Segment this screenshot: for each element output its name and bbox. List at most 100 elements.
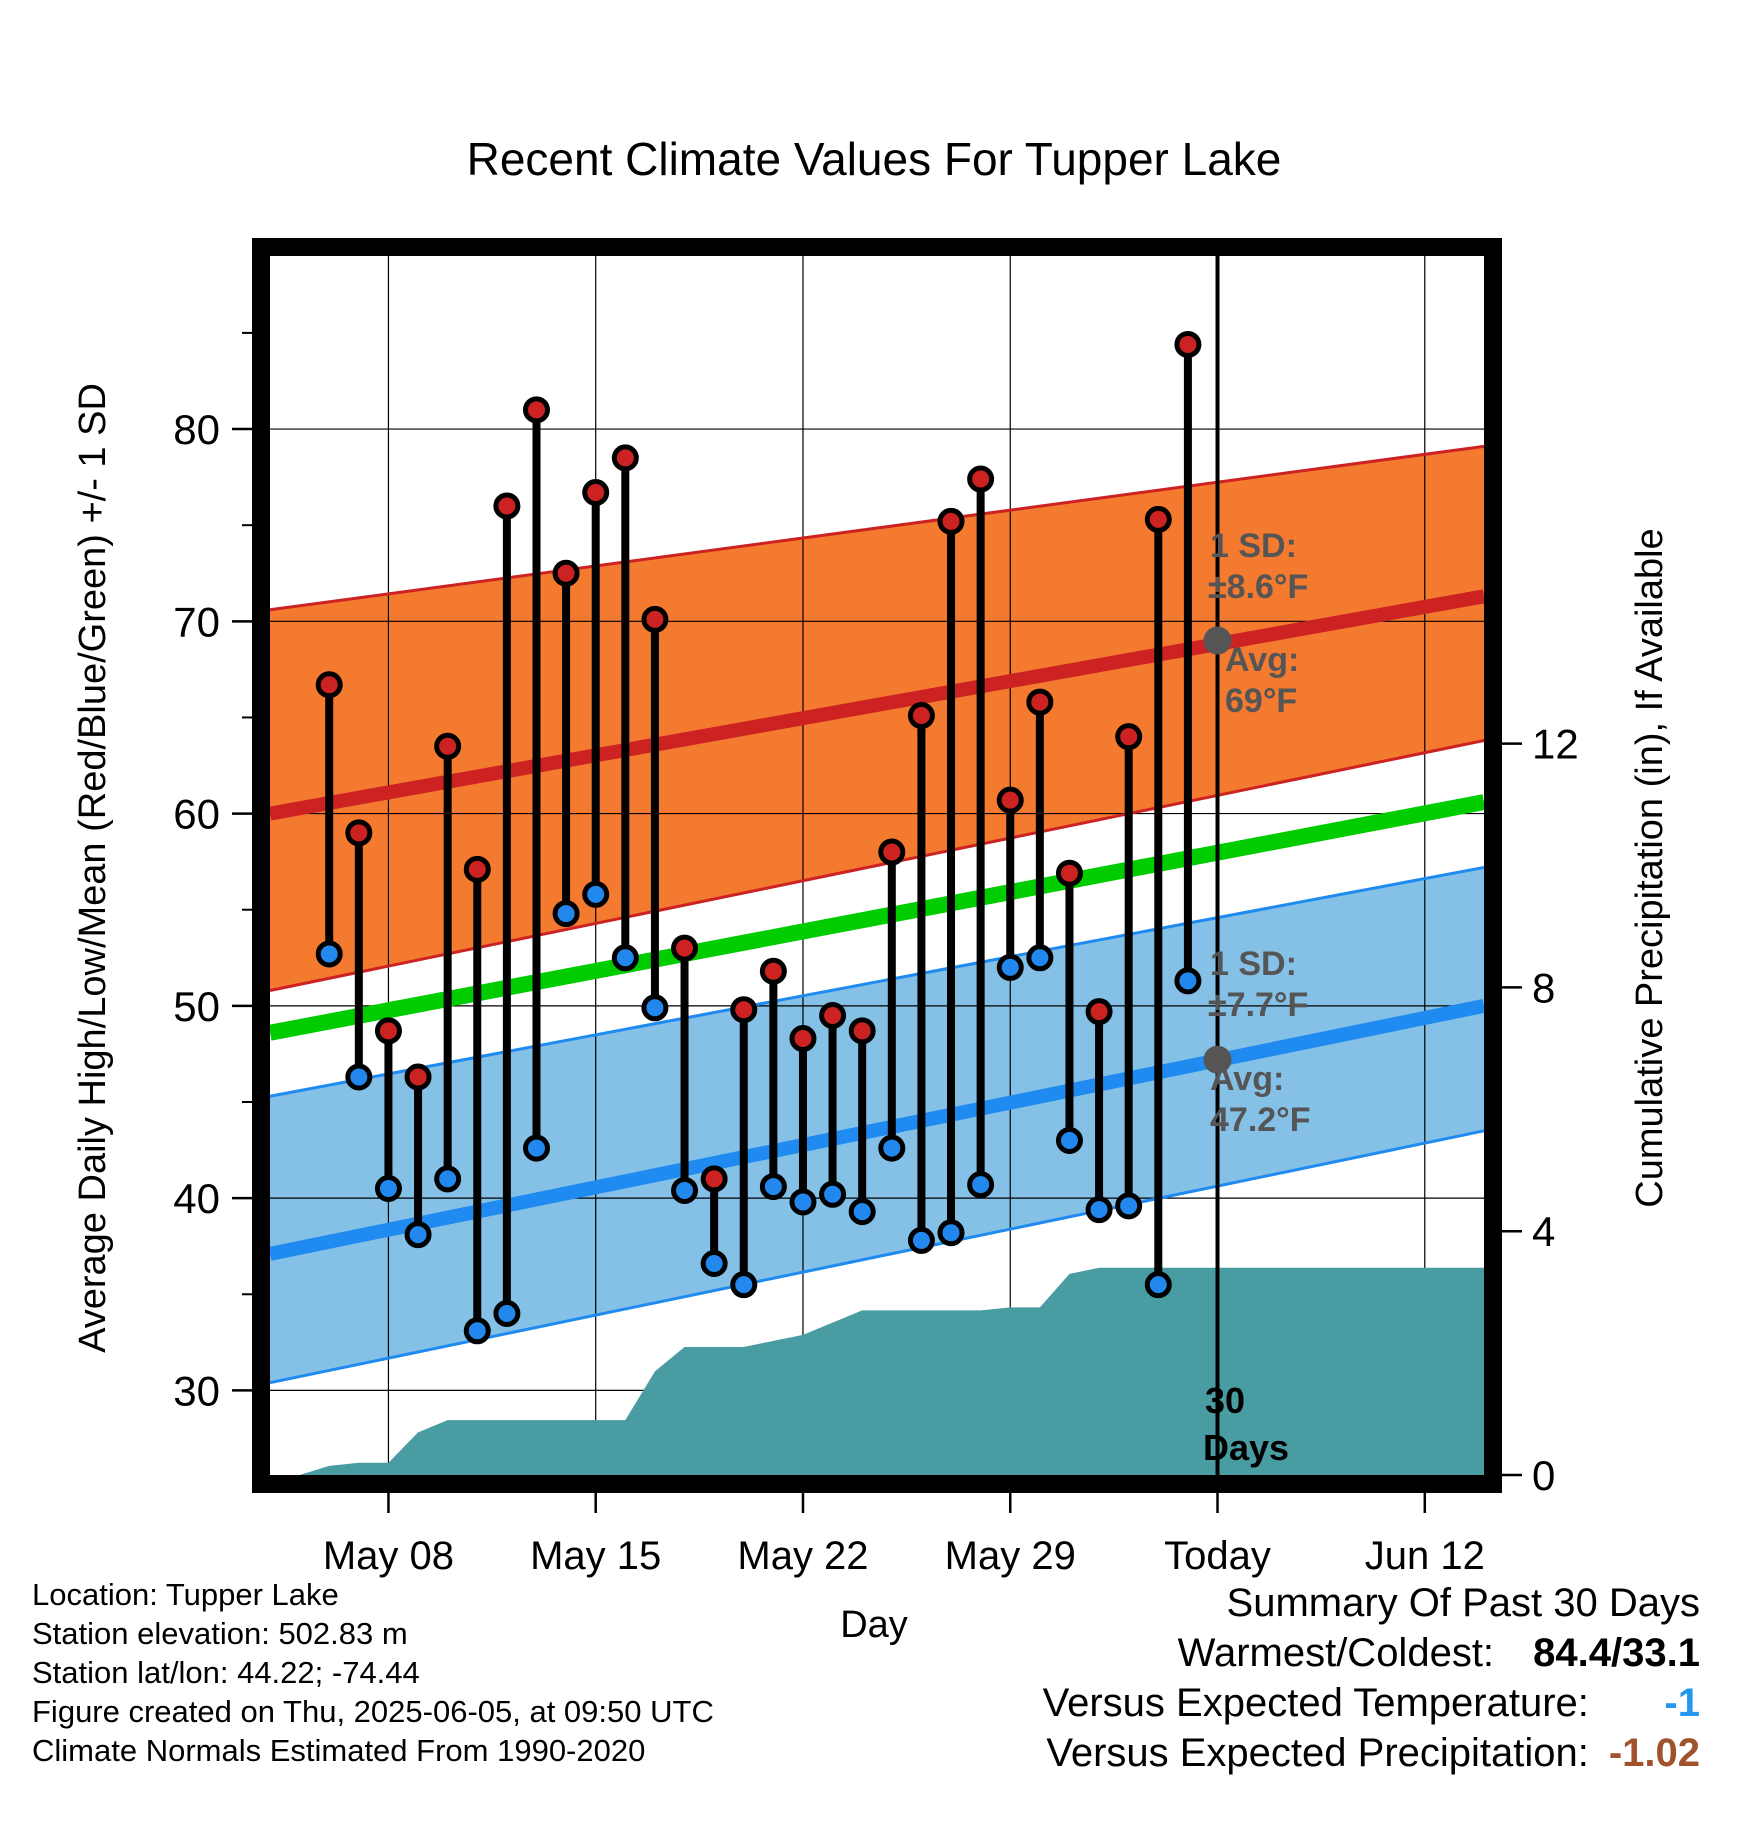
low-point-2 — [374, 1175, 402, 1203]
temp-value: -1 — [1664, 1681, 1700, 1725]
daily-stems — [325, 344, 1192, 1331]
y-tick-label-3: 60 — [173, 791, 220, 838]
y2-tick-label-1: 4 — [1532, 1208, 1555, 1255]
x-tick-label-4: Today — [1164, 1534, 1271, 1578]
low-point-20 — [907, 1226, 935, 1254]
low-point-16 — [789, 1188, 817, 1216]
high-point-24 — [1026, 688, 1054, 716]
axes: 30 40 50 60 70 80 0 4 8 12 May 08 May 15 May 22 May 2… — [173, 331, 1579, 1578]
low-point-5 — [463, 1317, 491, 1345]
low-point-12 — [671, 1176, 699, 1204]
warmest-value: 84.4/33.1 — [1533, 1631, 1700, 1675]
low-point-9 — [582, 880, 610, 908]
low-point-6 — [493, 1299, 521, 1327]
latlon-text: Station lat/lon: 44.22; -74.44 — [32, 1655, 420, 1690]
y-tick-label-5: 80 — [173, 406, 220, 453]
high-point-18 — [848, 1017, 876, 1045]
high-point-13 — [700, 1165, 728, 1193]
x-tick-label-5: Jun 12 — [1365, 1534, 1485, 1578]
high-point-26 — [1085, 998, 1113, 1026]
summary-heading: Summary Of Past 30 Days — [1226, 1581, 1700, 1625]
summary-precip-row: Versus Expected Precipitation: -1.02 — [1043, 1728, 1700, 1778]
elevation-text: Station elevation: 502.83 m — [32, 1616, 408, 1651]
low-point-11 — [641, 994, 669, 1022]
high-point-0 — [315, 671, 343, 699]
days-count: 30 — [1205, 1380, 1245, 1421]
low-point-27 — [1115, 1192, 1143, 1220]
created-text: Figure created on Thu, 2025-06-05, at 09… — [32, 1694, 714, 1729]
low-point-23 — [996, 953, 1024, 981]
low-point-14 — [730, 1271, 758, 1299]
normal-low-line — [268, 998, 1486, 1261]
low-point-19 — [878, 1134, 906, 1162]
x-tick-label-0: May 08 — [323, 1534, 454, 1578]
high-point-7 — [522, 396, 550, 424]
high-point-15 — [759, 957, 787, 985]
high-point-3 — [404, 1063, 432, 1091]
precip-value: -1.02 — [1608, 1731, 1700, 1775]
high-point-12 — [671, 934, 699, 962]
high-band-lower-edge — [269, 739, 1485, 992]
y-axis-label: Average Daily High/Low/Mean (Red/Blue/Gr… — [72, 383, 114, 1353]
x-tick-label-1: May 15 — [530, 1534, 661, 1578]
high-sd-value: ±8.6°F — [1208, 568, 1308, 606]
low-point-22 — [967, 1171, 995, 1199]
summary-temp-row: Versus Expected Temperature: -1 — [1043, 1678, 1700, 1728]
y2-tick-label-0: 0 — [1532, 1452, 1555, 1499]
high-point-25 — [1055, 859, 1083, 887]
y-tick-label-2: 50 — [173, 983, 220, 1030]
summary-panel: Summary Of Past 30 Days Warmest/Coldest:… — [1043, 1578, 1700, 1778]
y-tick-label-4: 70 — [173, 598, 220, 645]
low-point-15 — [759, 1173, 787, 1201]
y-tick-label-0: 30 — [173, 1367, 220, 1414]
low-point-24 — [1026, 944, 1054, 972]
normals-text: Climate Normals Estimated From 1990-2020 — [32, 1733, 646, 1768]
high-point-21 — [937, 507, 965, 535]
low-avg-value: 47.2°F — [1210, 1101, 1311, 1139]
days-label: Days — [1203, 1427, 1289, 1468]
low-point-18 — [848, 1198, 876, 1226]
high-sd-label: 1 SD: — [1210, 527, 1297, 565]
normal-mean-line — [268, 794, 1486, 1041]
low-point-13 — [700, 1250, 728, 1278]
cumulative-precip-area — [270, 1267, 1484, 1475]
high-band-upper-edge — [269, 444, 1485, 612]
x-axis-label: Day — [840, 1604, 908, 1646]
high-point-19 — [878, 838, 906, 866]
chart-title: Recent Climate Values For Tupper Lake — [467, 133, 1282, 185]
high-avg-label: Avg: — [1225, 641, 1299, 679]
normal-high-line — [268, 589, 1486, 821]
precip-label: Versus Expected Precipitation: — [1046, 1731, 1589, 1775]
precip-area — [270, 1267, 1484, 1475]
summary-warmest-row: Warmest/Coldest: 84.4/33.1 — [1043, 1628, 1700, 1678]
low-band-upper-edge — [269, 865, 1485, 1098]
low-point-25 — [1055, 1126, 1083, 1154]
low-point-0 — [315, 940, 343, 968]
low-point-1 — [345, 1063, 373, 1091]
low-avg-label: Avg: — [1210, 1060, 1284, 1098]
low-point-21 — [937, 1219, 965, 1247]
low-point-10 — [611, 944, 639, 972]
high-point-1 — [345, 819, 373, 847]
low-point-26 — [1085, 1196, 1113, 1224]
y2-axis-label: Cumulative Precipitation (in), If Availa… — [1629, 528, 1671, 1207]
low-point-8 — [552, 900, 580, 928]
low-point-28 — [1144, 1271, 1172, 1299]
high-point-14 — [730, 996, 758, 1024]
low-sd-label: 1 SD: — [1210, 945, 1297, 983]
high-point-9 — [582, 478, 610, 506]
low-point-29 — [1174, 967, 1202, 995]
high-point-22 — [967, 465, 995, 493]
location-text: Location: Tupper Lake — [32, 1577, 339, 1612]
high-point-11 — [641, 605, 669, 633]
annotations: 1 SD: ±8.6°F Avg: 69°F 1 SD: ±7.7°F Avg:… — [1203, 527, 1311, 1468]
low-point-7 — [522, 1134, 550, 1162]
low-point-4 — [434, 1165, 462, 1193]
high-point-20 — [907, 702, 935, 730]
high-point-23 — [996, 786, 1024, 814]
low-avg-dot — [1203, 1045, 1232, 1074]
low-sd-value: ±7.7°F — [1208, 986, 1308, 1024]
x-tick-label-2: May 22 — [737, 1534, 868, 1578]
high-point-29 — [1174, 330, 1202, 358]
